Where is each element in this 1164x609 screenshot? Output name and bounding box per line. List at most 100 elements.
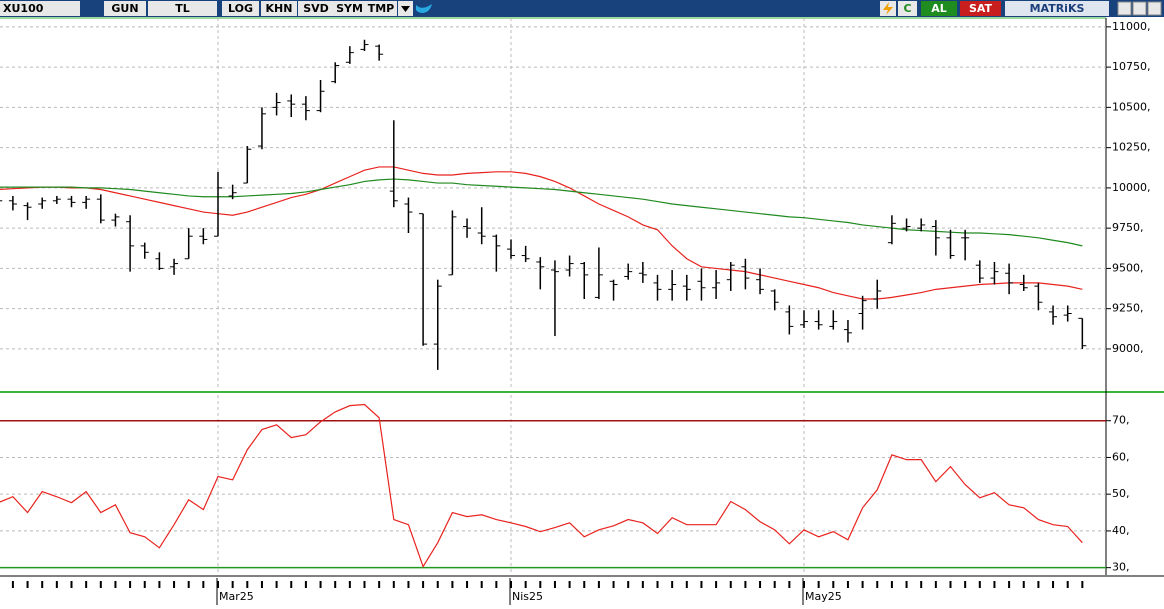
symbol-box[interactable] bbox=[0, 1, 80, 16]
toolbar-button[interactable] bbox=[148, 1, 217, 16]
x-tick bbox=[70, 581, 73, 588]
twitter-icon[interactable] bbox=[416, 4, 432, 13]
y-tick-label: 60, bbox=[1112, 450, 1130, 463]
y-tick-label: 10000, bbox=[1112, 181, 1151, 194]
window-minimize[interactable] bbox=[1132, 1, 1147, 16]
dropdown-arrow bbox=[401, 6, 410, 12]
x-tick bbox=[217, 581, 219, 588]
x-tick bbox=[187, 581, 190, 588]
x-tick bbox=[26, 581, 29, 588]
x-tick bbox=[846, 581, 849, 588]
x-tick bbox=[114, 581, 117, 588]
moving-average bbox=[0, 178, 1083, 247]
x-tick bbox=[905, 581, 908, 588]
x-tick bbox=[671, 581, 674, 588]
x-tick bbox=[993, 581, 996, 588]
refresh-button[interactable] bbox=[898, 1, 917, 16]
x-tick bbox=[480, 581, 483, 588]
x-tick bbox=[158, 581, 161, 588]
x-tick bbox=[173, 581, 176, 588]
x-tick bbox=[656, 581, 659, 588]
y-tick-label: 9000, bbox=[1112, 342, 1144, 355]
y-tick-label: 30, bbox=[1112, 561, 1130, 574]
x-tick bbox=[348, 581, 351, 588]
x-tick bbox=[143, 581, 146, 588]
x-tick bbox=[861, 581, 864, 588]
y-tick-label: 9750, bbox=[1112, 221, 1144, 234]
x-tick bbox=[275, 581, 278, 588]
x-tick bbox=[553, 581, 556, 588]
toolbar-button-label: TMP bbox=[368, 2, 395, 15]
x-tick bbox=[422, 581, 425, 588]
refresh-label: C bbox=[903, 2, 911, 15]
x-tick bbox=[788, 581, 791, 588]
x-tick bbox=[11, 581, 14, 588]
x-tick bbox=[1022, 581, 1025, 588]
x-tick bbox=[876, 581, 879, 588]
x-tick bbox=[583, 581, 586, 588]
buy-button[interactable] bbox=[921, 1, 957, 16]
x-tick bbox=[363, 581, 366, 588]
x-tick-label: May25 bbox=[805, 590, 842, 603]
x-tick bbox=[920, 581, 923, 588]
window-close[interactable] bbox=[1147, 1, 1162, 16]
x-tick bbox=[729, 581, 732, 588]
x-tick bbox=[304, 581, 307, 588]
x-tick bbox=[773, 581, 776, 588]
toolbar-button[interactable] bbox=[261, 1, 297, 16]
x-tick bbox=[334, 581, 337, 588]
toolbar-button[interactable] bbox=[222, 1, 259, 16]
x-tick bbox=[715, 581, 718, 588]
sell-button[interactable] bbox=[960, 1, 1001, 16]
toolbar-button-label: TL bbox=[175, 2, 190, 15]
x-tick bbox=[568, 581, 571, 588]
x-tick bbox=[685, 581, 688, 588]
toolbar-button[interactable] bbox=[298, 1, 334, 16]
toolbar-button[interactable] bbox=[334, 1, 365, 16]
x-tick bbox=[832, 581, 835, 588]
x-tick bbox=[964, 581, 967, 588]
x-tick bbox=[451, 581, 454, 588]
brand-box bbox=[1005, 1, 1109, 16]
x-tick bbox=[641, 581, 644, 588]
x-tick bbox=[392, 581, 395, 588]
x-tick bbox=[597, 581, 600, 588]
y-tick-label: 10750, bbox=[1112, 60, 1151, 73]
x-tick bbox=[378, 581, 381, 588]
x-tick bbox=[817, 581, 820, 588]
x-tick bbox=[539, 581, 542, 588]
x-tick bbox=[744, 581, 747, 588]
x-tick-label: Nis25 bbox=[512, 590, 543, 603]
x-tick-label: Mar25 bbox=[219, 590, 254, 603]
x-tick bbox=[524, 581, 527, 588]
toolbar-button-label: SVD bbox=[303, 2, 329, 15]
y-tick-label: 9250, bbox=[1112, 302, 1144, 315]
x-tick bbox=[99, 581, 102, 588]
x-tick bbox=[510, 581, 512, 588]
x-tick bbox=[934, 581, 937, 588]
x-tick bbox=[55, 581, 58, 588]
x-tick bbox=[803, 581, 805, 588]
x-tick bbox=[1066, 581, 1069, 588]
y-tick-label: 50, bbox=[1112, 487, 1130, 500]
x-tick bbox=[466, 581, 469, 588]
flash-icon bbox=[883, 2, 893, 15]
x-tick bbox=[627, 581, 630, 588]
x-tick bbox=[495, 581, 498, 588]
x-tick bbox=[407, 581, 410, 588]
x-tick bbox=[700, 581, 703, 588]
x-tick bbox=[612, 581, 615, 588]
x-tick bbox=[41, 581, 44, 588]
toolbar-button[interactable] bbox=[365, 1, 397, 16]
x-tick bbox=[890, 581, 893, 588]
x-tick bbox=[759, 581, 762, 588]
moving-average bbox=[0, 166, 1083, 300]
y-tick-label: 10250, bbox=[1112, 141, 1151, 154]
x-tick bbox=[231, 581, 234, 588]
buy-label: AL bbox=[931, 2, 947, 15]
toolbar-button-label: GUN bbox=[111, 2, 138, 15]
toolbar-button[interactable] bbox=[104, 1, 146, 16]
window-menu[interactable] bbox=[1117, 1, 1132, 16]
x-tick bbox=[129, 581, 132, 588]
